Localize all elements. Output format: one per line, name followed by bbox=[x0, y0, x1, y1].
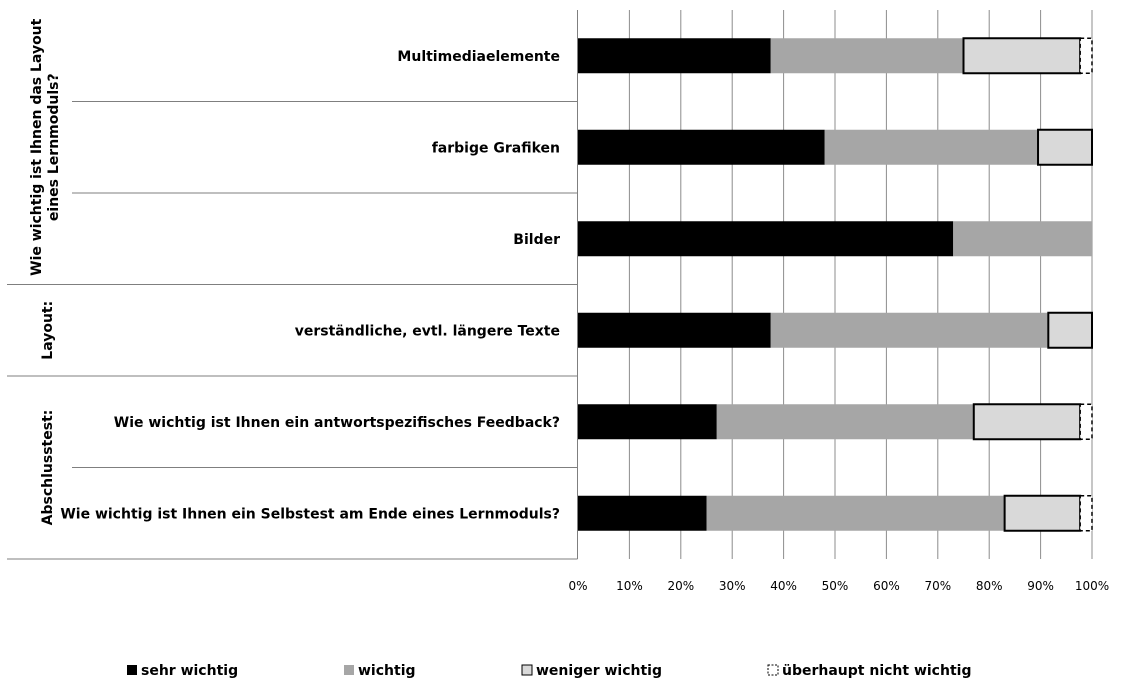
category-label: Multimediaelemente bbox=[397, 49, 560, 65]
category-label: Wie wichtig ist Ihnen ein antwortspezifi… bbox=[114, 415, 560, 431]
legend-label: sehr wichtig bbox=[141, 663, 238, 679]
category-label: farbige Grafiken bbox=[432, 140, 560, 156]
group-label: Wie wichtig ist Ihnen das Layouteines Le… bbox=[29, 18, 62, 275]
bar-segment bbox=[972, 403, 1082, 441]
bar-segment bbox=[706, 495, 1005, 531]
x-tick-label: 50% bbox=[822, 579, 849, 593]
bar-segment bbox=[953, 221, 1092, 257]
bar-segment bbox=[824, 129, 1039, 165]
bar-segment bbox=[1047, 311, 1094, 349]
legend-label: wichtig bbox=[358, 663, 416, 679]
bar-segment bbox=[578, 312, 771, 348]
x-tick-label: 0% bbox=[568, 579, 587, 593]
x-tick-label: 10% bbox=[616, 579, 643, 593]
bar-segment bbox=[1037, 128, 1094, 166]
legend-swatch bbox=[521, 664, 533, 676]
legend-label: überhaupt nicht wichtig bbox=[782, 663, 971, 679]
bar-segment bbox=[1003, 494, 1082, 532]
legend-swatch bbox=[127, 665, 137, 675]
legend-label: weniger wichtig bbox=[536, 663, 662, 679]
bar-segment bbox=[1079, 37, 1093, 74]
x-tick-label: 100% bbox=[1075, 579, 1109, 593]
category-label: Wie wichtig ist Ihnen ein Selbstest am E… bbox=[60, 506, 560, 522]
x-tick-label: 70% bbox=[924, 579, 951, 593]
x-tick-label: 60% bbox=[873, 579, 900, 593]
group-label-line: Wie wichtig ist Ihnen das Layout bbox=[29, 18, 45, 275]
bar-segment bbox=[578, 129, 825, 165]
group-label-line: eines Lernmoduls? bbox=[46, 73, 62, 221]
bar-segment bbox=[770, 38, 964, 74]
x-tick-label: 90% bbox=[1027, 579, 1054, 593]
x-tick-label: 40% bbox=[770, 579, 797, 593]
bar-segment bbox=[1079, 403, 1093, 440]
group-label: Abschlusstest: bbox=[40, 410, 56, 526]
x-tick-label: 80% bbox=[976, 579, 1003, 593]
x-tick-label: 20% bbox=[667, 579, 694, 593]
category-label: Bilder bbox=[513, 232, 560, 248]
bar-segment bbox=[1079, 495, 1093, 532]
legend-swatch bbox=[767, 664, 779, 676]
bar-segment bbox=[578, 404, 717, 440]
bar-segment bbox=[770, 312, 1049, 348]
bar-segment bbox=[962, 37, 1082, 75]
bar-segment bbox=[578, 38, 771, 74]
x-tick-label: 30% bbox=[719, 579, 746, 593]
bar-segment bbox=[578, 495, 707, 531]
bar-segment bbox=[578, 221, 954, 257]
legend-swatch bbox=[344, 665, 354, 675]
bar-segment bbox=[716, 404, 974, 440]
category-label: verständliche, evtl. längere Texte bbox=[295, 323, 560, 339]
group-label: Layout: bbox=[40, 301, 56, 360]
